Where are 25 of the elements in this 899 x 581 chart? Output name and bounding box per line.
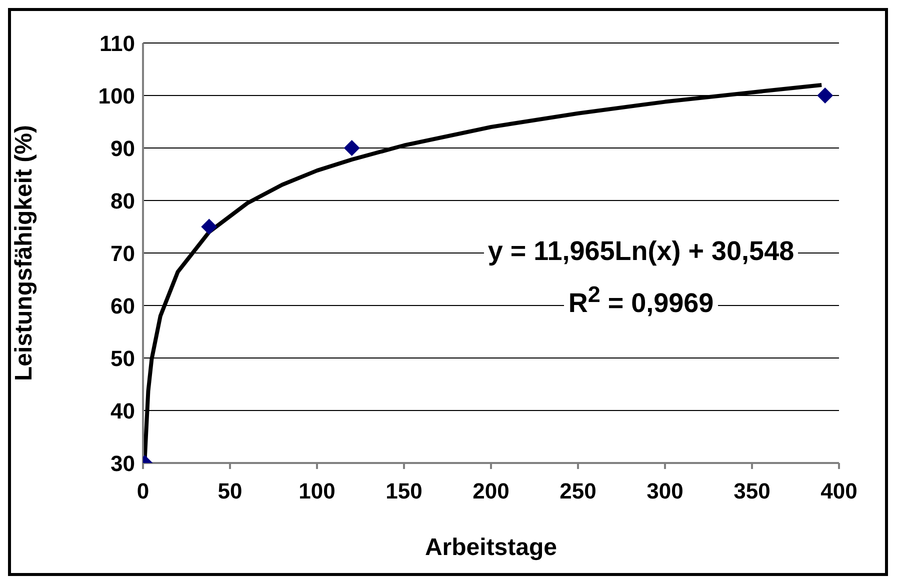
x-tick-label: 250 — [560, 478, 596, 504]
x-tick-label: 300 — [646, 478, 684, 504]
x-tick-label: 150 — [386, 478, 422, 504]
x-tick-label: 50 — [218, 478, 242, 504]
x-tick-label: 350 — [734, 478, 770, 504]
y-tick-label: 60 — [110, 293, 135, 318]
annotation: R$^{2}$ = 0,9969 — [567, 282, 715, 318]
y-tick-label: 30 — [110, 450, 135, 476]
y-tick-label: 90 — [110, 136, 135, 161]
x-tick-label: 0 — [136, 478, 150, 504]
point — [344, 140, 360, 156]
annotation: y = 11,965Ln(x) + 30,548 — [484, 236, 798, 266]
point — [817, 88, 834, 104]
point — [201, 218, 218, 235]
y-tick-label: 40 — [110, 398, 135, 424]
y-tick-label: 100 — [98, 83, 135, 108]
x-axis-title: Arbeitstage — [424, 534, 558, 561]
y-tick-label: 80 — [110, 188, 135, 214]
y-tick-label: 50 — [110, 346, 135, 371]
x-tick-label: 200 — [472, 478, 510, 504]
y-axis-title: Leistungsfähigkeit (%) — [10, 124, 38, 382]
x-tick-label: 400 — [820, 478, 858, 504]
y-tick-label: 70 — [110, 240, 135, 266]
x-tick-label: 100 — [298, 478, 336, 504]
y-tick-label: 110 — [100, 30, 135, 56]
